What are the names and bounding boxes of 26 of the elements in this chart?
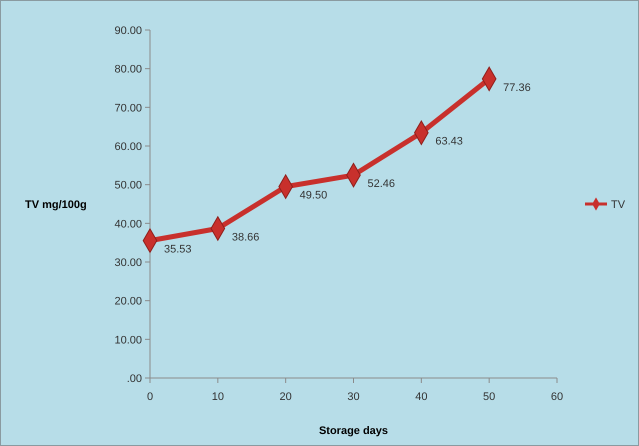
x-tick-label: 40: [415, 391, 428, 403]
x-tick-label: 50: [483, 391, 496, 403]
x-tick-label: 30: [347, 391, 360, 403]
data-label: 35.53: [164, 244, 192, 256]
y-tick-label: 40.00: [114, 218, 142, 230]
y-tick-label: 80.00: [114, 64, 142, 76]
y-tick-label: 10.00: [114, 334, 142, 346]
x-tick-label: 20: [280, 391, 292, 403]
legend-label: TV: [611, 199, 626, 211]
data-label: 63.43: [435, 136, 463, 148]
x-axis-title: Storage days: [318, 425, 388, 437]
x-tick-label: 60: [550, 391, 564, 403]
data-label: 77.36: [503, 82, 531, 94]
y-tick-label: .00: [126, 373, 142, 385]
data-label: 49.50: [300, 190, 328, 202]
x-tick-label: 10: [212, 391, 224, 403]
x-tick-label: 0: [146, 391, 154, 403]
y-tick-label: 60.00: [114, 141, 142, 153]
y-axis-title: TV mg/100g: [25, 199, 87, 211]
data-label: 38.66: [232, 232, 260, 244]
y-tick-label: 50.00: [114, 180, 142, 192]
data-label: 52.46: [368, 178, 396, 190]
y-tick-label: 30.00: [114, 257, 142, 269]
y-tick-label: 70.00: [114, 102, 142, 114]
y-tick-label: 20.00: [114, 296, 142, 308]
y-tick-label: 90.00: [114, 25, 142, 37]
